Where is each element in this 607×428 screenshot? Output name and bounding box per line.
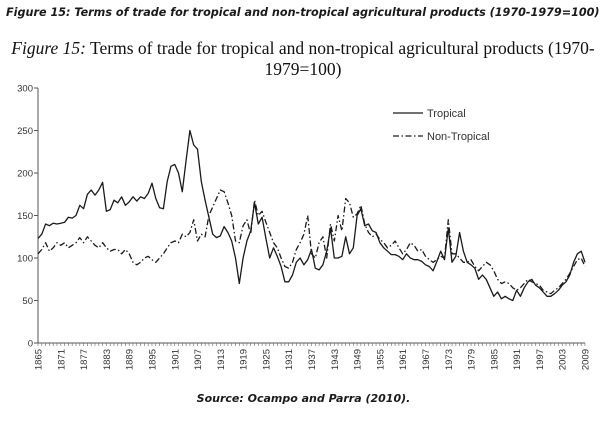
x-tick-label: 1931 [284,349,295,370]
y-tick-label: 200 [17,169,33,180]
x-tick-label: 1889 [125,349,136,370]
figure-caption: Figure 15: Terms of trade for tropical a… [6,6,600,19]
x-tick-label: 1985 [489,349,500,370]
x-tick-label: 1955 [375,349,386,370]
x-tick-label: 1979 [467,349,478,370]
legend-tropical-label: Tropical [427,108,466,120]
x-tick-label: 2003 [558,349,569,370]
series-line-tropical [37,129,586,302]
x-tick-label: 1883 [102,349,113,370]
chart-axes: 0 50 100 150 200 250 300 1865 1871 1877 1883 1889 18… [17,84,591,371]
figure-title-line1: Terms of trade for tropical and non-trop… [90,38,595,58]
y-tick-label: 100 [17,254,33,265]
figure-title-line2: 1979=100) [264,59,342,79]
y-tick-label: 0 [28,339,33,350]
x-tick-label: 1865 [34,349,45,370]
series-line-non-tropical [37,189,586,295]
x-tick-label: 1961 [398,349,409,370]
x-tick-label: 1973 [444,349,455,370]
x-tick-label: 1997 [535,349,546,370]
x-tick-label: 1949 [353,349,364,370]
x-tick-label: 1943 [330,349,341,370]
x-tick-label: 1895 [147,349,158,370]
y-tick-label: 250 [17,126,33,137]
y-tick-label: 300 [17,84,33,95]
chart-legend: Tropical Non-Tropical [393,108,490,143]
y-tick-label: 150 [17,211,33,222]
x-tick-label: 2009 [581,349,592,370]
x-tick-label: 1877 [79,349,90,370]
figure-title-label: Figure 15: [11,38,86,58]
x-tick-label: 1919 [239,349,250,370]
figure-title: Figure 15: Terms of trade for tropical a… [8,38,598,80]
x-tick-label: 1925 [261,349,272,370]
x-tick-label: 1991 [512,349,523,370]
x-tick-label: 1967 [421,349,432,370]
chart-series [37,129,586,302]
x-tick-label: 1871 [56,349,67,370]
x-tick-label: 1901 [170,349,181,370]
source-note: Source: Ocampo and Parra (2010). [196,392,411,405]
legend-non-tropical-label: Non-Tropical [427,131,490,143]
x-tick-label: 1913 [216,349,227,370]
x-tick-label: 1907 [193,349,204,370]
x-tick-label: 1937 [307,349,318,370]
y-tick-label: 50 [22,296,33,307]
